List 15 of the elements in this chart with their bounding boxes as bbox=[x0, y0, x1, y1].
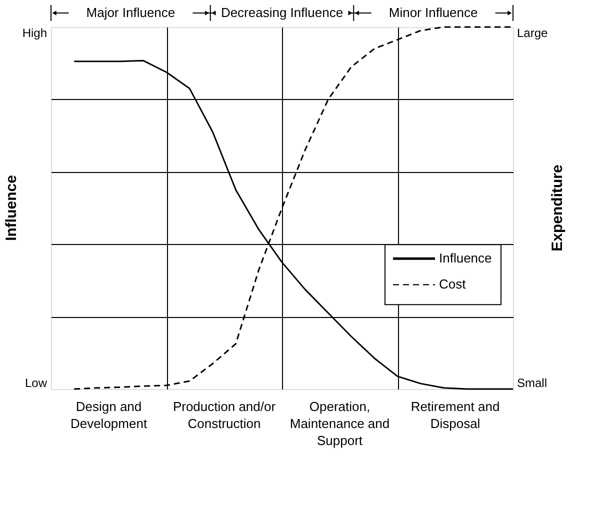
text: High bbox=[22, 26, 47, 40]
text: Operation, Maintenance and Support bbox=[290, 399, 390, 448]
y2-axis-title: Expenditure bbox=[549, 164, 566, 252]
text: Decreasing Influence bbox=[220, 5, 344, 20]
text: Production and/or Construction bbox=[172, 399, 276, 431]
y-axis-title: Influence bbox=[3, 175, 20, 241]
text: Large bbox=[517, 26, 548, 40]
text: Minor Influence bbox=[388, 5, 478, 20]
text: Design and Development bbox=[70, 399, 148, 431]
text: Retirement and Disposal bbox=[410, 399, 500, 431]
text: Major Influence bbox=[86, 5, 176, 20]
text: Low bbox=[24, 376, 48, 390]
legend-label: Influence bbox=[439, 250, 492, 266]
legend-label: Cost bbox=[439, 276, 466, 292]
text: Small bbox=[517, 376, 548, 390]
